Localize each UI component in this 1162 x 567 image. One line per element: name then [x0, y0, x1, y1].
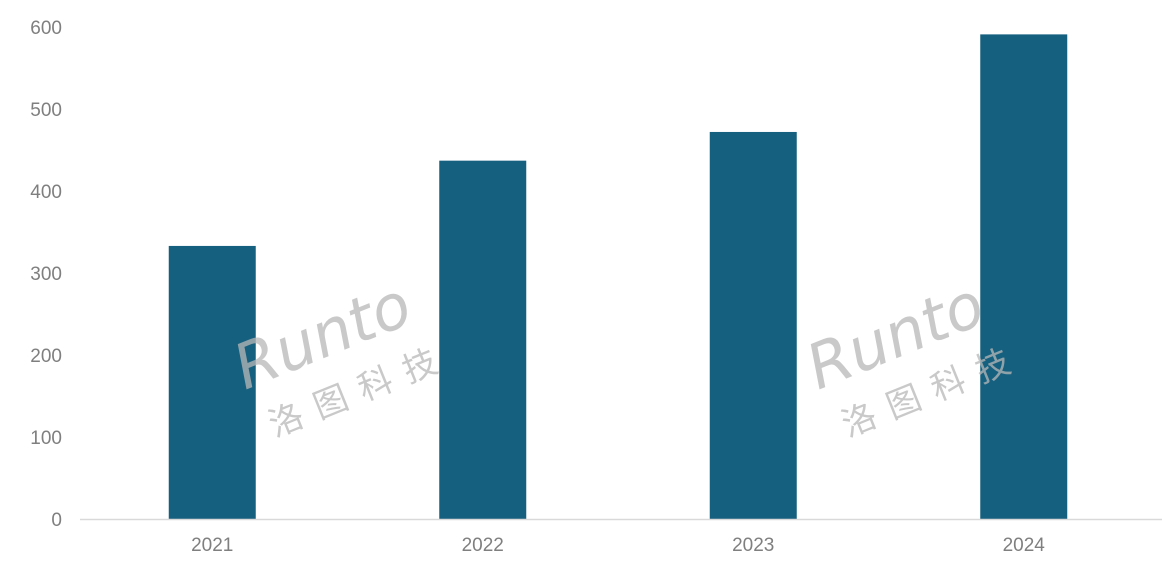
bar-2022 — [439, 160, 527, 519]
x-axis: 2021 2022 2023 2024 — [191, 535, 1045, 556]
y-tick-label: 600 — [30, 18, 62, 39]
bar-2023 — [709, 131, 797, 519]
bar-2021 — [168, 245, 256, 519]
bar-2024 — [980, 34, 1068, 519]
y-tick-label: 300 — [30, 264, 62, 285]
x-tick-label: 2024 — [1003, 535, 1046, 556]
y-tick-label: 400 — [30, 182, 62, 203]
bars — [168, 34, 1068, 519]
y-tick-label: 200 — [30, 346, 62, 367]
x-tick-label: 2021 — [191, 535, 233, 556]
x-tick-label: 2022 — [462, 535, 504, 556]
x-tick-label: 2023 — [732, 535, 774, 556]
y-tick-label: 100 — [30, 428, 62, 449]
watermark: Runto 洛图科技 — [223, 267, 456, 445]
y-tick-label: 0 — [51, 510, 62, 531]
y-tick-label: 500 — [30, 100, 62, 121]
y-axis: 0 100 200 300 400 500 600 — [30, 18, 62, 531]
